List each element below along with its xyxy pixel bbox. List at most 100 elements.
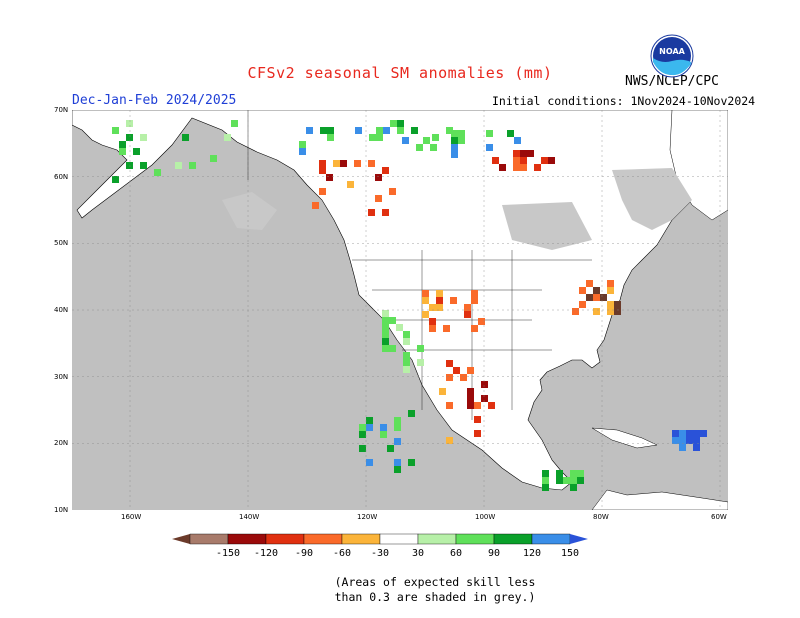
- anomaly-cell: [382, 167, 389, 174]
- anomaly-cell: [306, 127, 313, 134]
- anomaly-cell: [355, 127, 362, 134]
- colorbar-segment: [417, 533, 457, 545]
- anomaly-cell: [403, 352, 410, 359]
- anomaly-cell: [312, 202, 319, 209]
- anomaly-cell: [436, 304, 443, 311]
- anomaly-cell: [478, 318, 485, 325]
- anomaly-cell: [429, 304, 436, 311]
- anomaly-cell: [389, 317, 396, 324]
- anomaly-cell: [380, 431, 387, 438]
- anomaly-cell: [513, 164, 520, 171]
- anomaly-cell: [382, 324, 389, 331]
- anomaly-cell: [700, 430, 707, 437]
- anomaly-cell: [570, 484, 577, 491]
- anomaly-cell: [423, 137, 430, 144]
- anomaly-cell: [458, 137, 465, 144]
- lat-label: 60N: [54, 172, 69, 181]
- anomaly-cell: [380, 424, 387, 431]
- anomaly-cell: [390, 120, 397, 127]
- anomaly-cell: [376, 134, 383, 141]
- anomaly-cell: [586, 294, 593, 301]
- anomaly-cell: [210, 155, 217, 162]
- anomaly-cell: [556, 470, 563, 477]
- colorbar-segment: [303, 533, 343, 545]
- colorbar-segment: [189, 533, 229, 545]
- anomaly-cell: [672, 430, 679, 437]
- note-line-2: than 0.3 are shaded in grey.): [334, 590, 536, 604]
- anomaly-cell: [534, 164, 541, 171]
- anomaly-cell: [382, 331, 389, 338]
- lon-label: 60W: [711, 513, 727, 521]
- colorbar-level-label: 120: [523, 548, 541, 559]
- anomaly-cell: [119, 141, 126, 148]
- anomaly-cell: [481, 395, 488, 402]
- anomaly-cell: [672, 437, 679, 444]
- colorbar-level-label: 30: [412, 548, 424, 559]
- anomaly-cell: [474, 402, 481, 409]
- anomaly-cell: [403, 359, 410, 366]
- low-skill-region: [502, 202, 592, 250]
- caribbean-land: [591, 427, 658, 449]
- anomaly-cell: [382, 338, 389, 345]
- anomaly-cell: [579, 301, 586, 308]
- anomaly-cell: [126, 162, 133, 169]
- skill-note: (Areas of expected skill less than 0.3 a…: [330, 575, 540, 605]
- anomaly-cell: [394, 466, 401, 473]
- anomaly-cell: [408, 459, 415, 466]
- logo-text: NOAA: [659, 47, 685, 56]
- colorbar-level-label: -30: [371, 548, 389, 559]
- anomaly-cell: [458, 130, 465, 137]
- anomaly-cell: [299, 141, 306, 148]
- anomaly-cell: [429, 318, 436, 325]
- anomaly-cell: [366, 459, 373, 466]
- anomaly-cell: [514, 137, 521, 144]
- anomaly-cell: [382, 317, 389, 324]
- anomaly-cell: [607, 301, 614, 308]
- anomaly-cell: [693, 430, 700, 437]
- anomaly-cell: [402, 137, 409, 144]
- north-america-map: [72, 110, 728, 510]
- anomaly-cell: [327, 134, 334, 141]
- anomaly-cell: [486, 130, 493, 137]
- anomaly-cell: [389, 345, 396, 352]
- anomaly-cell: [607, 287, 614, 294]
- anomaly-cell: [140, 134, 147, 141]
- anomaly-cell: [333, 160, 340, 167]
- anomaly-cell: [471, 297, 478, 304]
- anomaly-cell: [396, 324, 403, 331]
- anomaly-cell: [593, 287, 600, 294]
- colorbar-segment: [493, 533, 533, 545]
- anomaly-cell: [394, 417, 401, 424]
- anomaly-cell: [451, 144, 458, 151]
- anomaly-cell: [579, 287, 586, 294]
- anomaly-cell: [319, 188, 326, 195]
- anomaly-cell: [679, 437, 686, 444]
- anomaly-cell: [577, 477, 584, 484]
- anomaly-cell: [375, 174, 382, 181]
- note-line-1: (Areas of expected skill less: [334, 575, 536, 589]
- anomaly-cell: [383, 127, 390, 134]
- anomaly-cell: [417, 345, 424, 352]
- anomaly-cell: [467, 388, 474, 395]
- anomaly-cell: [686, 437, 693, 444]
- anomaly-cell: [679, 430, 686, 437]
- anomaly-cell: [607, 280, 614, 287]
- lat-label: 20N: [54, 439, 69, 448]
- anomaly-cell: [570, 470, 577, 477]
- anomaly-cell: [359, 424, 366, 431]
- lat-label: 30N: [54, 372, 69, 381]
- anomaly-cell: [570, 477, 577, 484]
- anomaly-cell: [556, 477, 563, 484]
- anomaly-cell: [422, 311, 429, 318]
- anomaly-cell: [542, 484, 549, 491]
- initial-conditions: Initial conditions: 1Nov2024-10Nov2024: [492, 94, 756, 108]
- anomaly-cell: [507, 130, 514, 137]
- anomaly-cell: [577, 470, 584, 477]
- colorbar-segment: [265, 533, 305, 545]
- anomaly-cell: [520, 157, 527, 164]
- anomaly-cell: [403, 331, 410, 338]
- anomaly-cell: [471, 325, 478, 332]
- anomaly-cell: [686, 430, 693, 437]
- anomaly-cell: [340, 160, 347, 167]
- colorbar-segment: [341, 533, 381, 545]
